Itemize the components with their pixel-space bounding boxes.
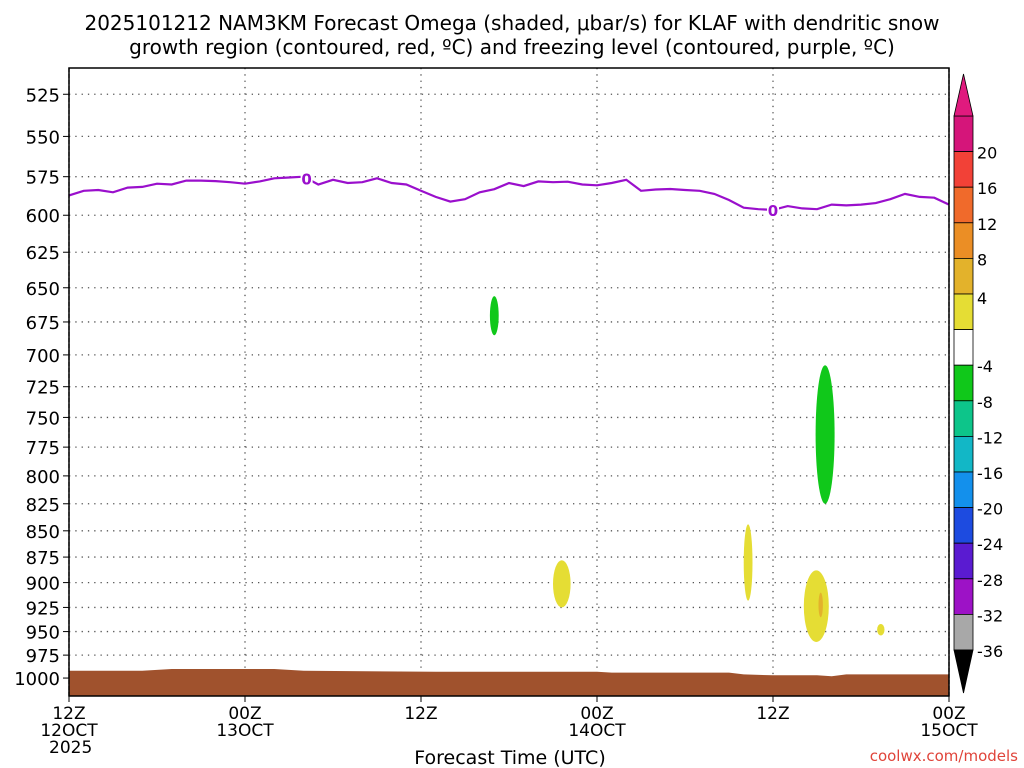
omega-region-3 bbox=[553, 560, 571, 608]
x-tick-label: 00Z bbox=[932, 704, 965, 724]
colorbar-bin-1 bbox=[953, 115, 974, 152]
y-tick-label: 525 bbox=[26, 85, 60, 106]
colorbar-bin-14 bbox=[953, 578, 974, 615]
colorbar-label: -36 bbox=[977, 642, 1003, 661]
y-tick-label: 950 bbox=[26, 623, 60, 644]
y-tick-label: 650 bbox=[26, 279, 60, 300]
y-tick-label: 575 bbox=[26, 168, 60, 189]
credit-text: coolwx.com/models bbox=[870, 747, 1018, 765]
y-tick-label: 600 bbox=[26, 206, 60, 227]
omega-region-6 bbox=[818, 592, 823, 618]
colorbar-bin-6 bbox=[953, 293, 974, 330]
y-tick-label: 800 bbox=[26, 467, 60, 488]
colorbar-bin-2 bbox=[953, 151, 974, 188]
colorbar-bottom-arrow bbox=[953, 649, 974, 694]
omega-region-4 bbox=[743, 524, 753, 601]
freezing-level-label-bg bbox=[300, 169, 313, 188]
colorbar-bin-8 bbox=[953, 364, 974, 402]
colorbar-bin-9 bbox=[953, 400, 974, 437]
colorbar-label: 12 bbox=[977, 215, 997, 234]
colorbar-bin-7 bbox=[953, 329, 974, 366]
y-tick-label: 825 bbox=[26, 495, 60, 516]
colorbar-bin-11 bbox=[953, 471, 974, 508]
x-tick-label: 00Z bbox=[580, 704, 613, 724]
gridlines bbox=[69, 68, 949, 696]
colorbar-label: -8 bbox=[977, 393, 993, 412]
colorbar-label: -24 bbox=[977, 535, 1003, 554]
freezing-level-label-bg bbox=[767, 200, 779, 219]
colorbar-bin-5 bbox=[953, 257, 974, 295]
colorbar-bin-3 bbox=[953, 186, 974, 224]
y-tick-label: 700 bbox=[26, 346, 60, 367]
colorbar-label: -4 bbox=[977, 357, 993, 376]
colorbar-bin-15 bbox=[953, 614, 974, 651]
terrain bbox=[69, 669, 949, 696]
omega-region-5 bbox=[803, 570, 829, 642]
colorbar-bin-13 bbox=[953, 542, 974, 580]
x-tick-label: 14OCT bbox=[568, 721, 626, 741]
omega-region-1 bbox=[489, 296, 499, 336]
x-axis-label: Forecast Time (UTC) bbox=[414, 747, 605, 768]
x-tick-label: 2025 bbox=[49, 738, 92, 758]
omega-region-2 bbox=[815, 365, 835, 504]
colorbar-label: -16 bbox=[977, 464, 1003, 483]
colorbar-bin-10 bbox=[953, 435, 974, 473]
y-tick-label: 875 bbox=[26, 548, 60, 569]
x-tick-label: 12Z bbox=[52, 704, 85, 724]
colorbar-label: 4 bbox=[977, 289, 987, 308]
colorbar-label: 16 bbox=[977, 179, 997, 198]
y-tick-label: 625 bbox=[26, 243, 60, 264]
y-tick-label: 675 bbox=[26, 313, 60, 334]
colorbar-top-arrow bbox=[953, 73, 974, 117]
omega-region-7 bbox=[877, 624, 885, 636]
colorbar-label: 20 bbox=[977, 144, 997, 163]
colorbar: 20 16 12 8 4 -4 -8 -12 -16 -20 -24 -28 -32 -36 bbox=[953, 73, 1003, 694]
colorbar-bin-12 bbox=[953, 507, 974, 544]
colorbar-label: 8 bbox=[977, 250, 987, 269]
y-tick-label: 850 bbox=[26, 522, 60, 543]
x-tick-label: 13OCT bbox=[216, 721, 274, 741]
freezing-level-line bbox=[69, 175, 949, 212]
x-tick-label: 12OCT bbox=[40, 721, 98, 741]
freezing-level-label: 0 bbox=[301, 170, 311, 188]
colorbar-label: -32 bbox=[977, 606, 1003, 625]
y-tick-label: 925 bbox=[26, 598, 60, 619]
x-tick-label: 12Z bbox=[404, 704, 437, 724]
y-tick-label: 775 bbox=[26, 438, 60, 459]
y-tick-label: 550 bbox=[26, 127, 60, 148]
colorbar-label: -12 bbox=[977, 428, 1003, 447]
chart-title-line-1: 2025101212 NAM3KM Forecast Omega (shaded… bbox=[84, 11, 939, 35]
colorbar-label: -28 bbox=[977, 571, 1003, 590]
y-tick-label: 975 bbox=[26, 646, 60, 667]
x-tick-label: 00Z bbox=[228, 704, 261, 724]
y-tick-label: 1000 bbox=[14, 669, 60, 690]
chart-title-line-2: growth region (contoured, red, ºC) and f… bbox=[129, 35, 895, 59]
y-axis: 525 550 575 600 625 650 675 700 725 750 775 800 825 8… bbox=[14, 85, 69, 690]
freezing-level-label: 0 bbox=[768, 202, 778, 220]
plot-area: 00 bbox=[69, 169, 949, 696]
colorbar-label: -20 bbox=[977, 500, 1003, 519]
x-tick-label: 12Z bbox=[756, 704, 789, 724]
y-tick-label: 900 bbox=[26, 574, 60, 595]
x-tick-label: 15OCT bbox=[920, 721, 978, 741]
y-tick-label: 725 bbox=[26, 378, 60, 399]
colorbar-bin-4 bbox=[953, 222, 974, 259]
y-tick-label: 750 bbox=[26, 408, 60, 429]
